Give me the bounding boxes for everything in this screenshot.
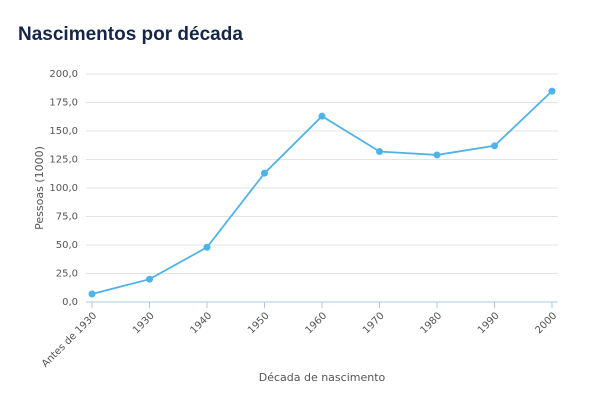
x-tick-label: 1930 [131,310,157,336]
point [146,275,153,283]
y-tick-label: 175,0 [49,98,78,109]
x-tick-label: 1980 [418,310,444,336]
x-tick-label: 1940 [188,310,214,336]
y-axis-title: Pessoas (1000) [33,146,46,230]
point [491,142,498,150]
x-tick-label: Antes de 1930 [40,310,99,369]
y-tick-label: 25,0 [56,269,78,280]
point [376,148,383,156]
y-tick-label: 50,0 [56,240,78,251]
x-tick-label: 1970 [361,310,387,336]
chart-title: Nascimentos por década [18,24,243,45]
x-tick-label: 1960 [303,310,329,336]
point [433,151,441,159]
x-tick-label: 1950 [246,310,272,336]
y-tick-label: 125,0 [49,155,78,166]
line [91,90,553,295]
point [318,112,326,120]
x-tick-label: 2000 [533,310,559,336]
y-tick-label: 200,0 [49,69,78,80]
x-axis-title: Década de nascimento [259,371,386,384]
point [261,169,268,177]
point [203,243,211,251]
y-tick-label: 75,0 [56,212,78,223]
point [548,87,556,95]
point [88,290,96,298]
y-tick-label: 150,0 [49,126,78,137]
y-tick-label: 0,0 [62,297,78,308]
x-tick-label: 1990 [476,310,502,336]
y-tick-label: 100,0 [49,183,78,194]
